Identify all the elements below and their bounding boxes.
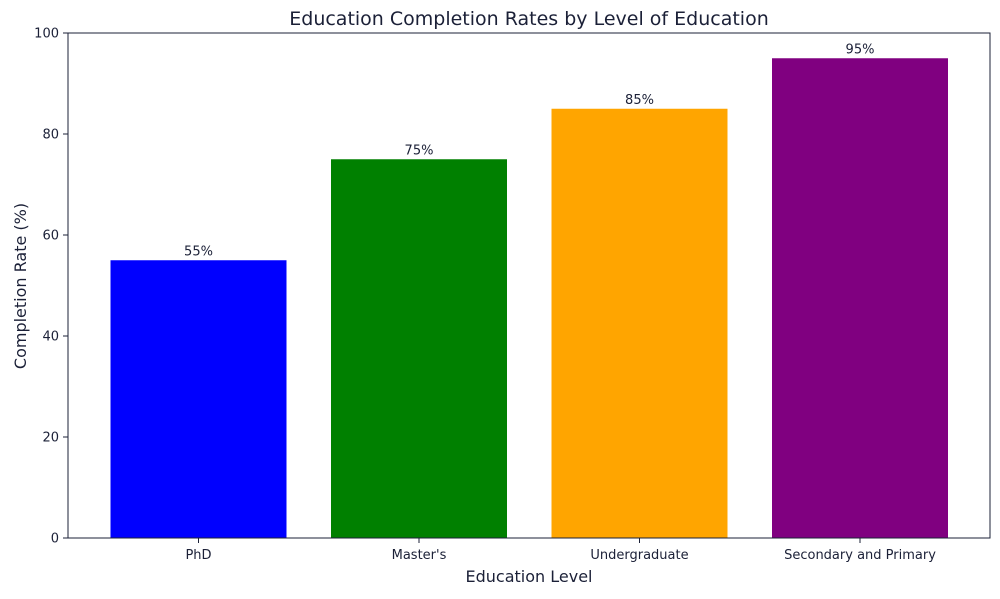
y-tick-label-1: 20: [42, 431, 59, 446]
y-tick-label-5: 100: [34, 27, 59, 42]
x-tick-label-0: PhD: [185, 548, 211, 563]
x-tick-label-1: Master's: [392, 548, 447, 563]
x-tick-label-3: Secondary and Primary: [784, 548, 936, 563]
bar-2: [551, 108, 728, 538]
bar-value-label-2: 85%: [625, 93, 654, 108]
y-tick-label-4: 80: [42, 128, 59, 143]
chart-title: Education Completion Rates by Level of E…: [289, 8, 768, 30]
y-tick-label-2: 40: [42, 330, 59, 345]
plot-frame: [67, 32, 991, 539]
bar-value-label-3: 95%: [846, 42, 875, 57]
bar-3: [772, 58, 948, 538]
y-tick-label-3: 60: [42, 229, 59, 244]
bar-1: [331, 159, 507, 538]
bars-layer: [110, 58, 948, 538]
y-tick-label-0: 0: [51, 532, 59, 547]
x-axis-label: Education Level: [466, 567, 593, 586]
y-axis-label: Completion Rate (%): [11, 203, 30, 369]
bar-0: [110, 260, 287, 538]
x-tick-label-2: Undergraduate: [590, 548, 688, 563]
bar-value-label-0: 55%: [184, 244, 213, 259]
data-labels-layer: 55% 75% 85% 95%: [184, 42, 874, 259]
ticks-layer: PhD Master's Undergraduate Secondary and Pr…: [34, 27, 936, 564]
bar-value-label-1: 75%: [405, 143, 434, 158]
